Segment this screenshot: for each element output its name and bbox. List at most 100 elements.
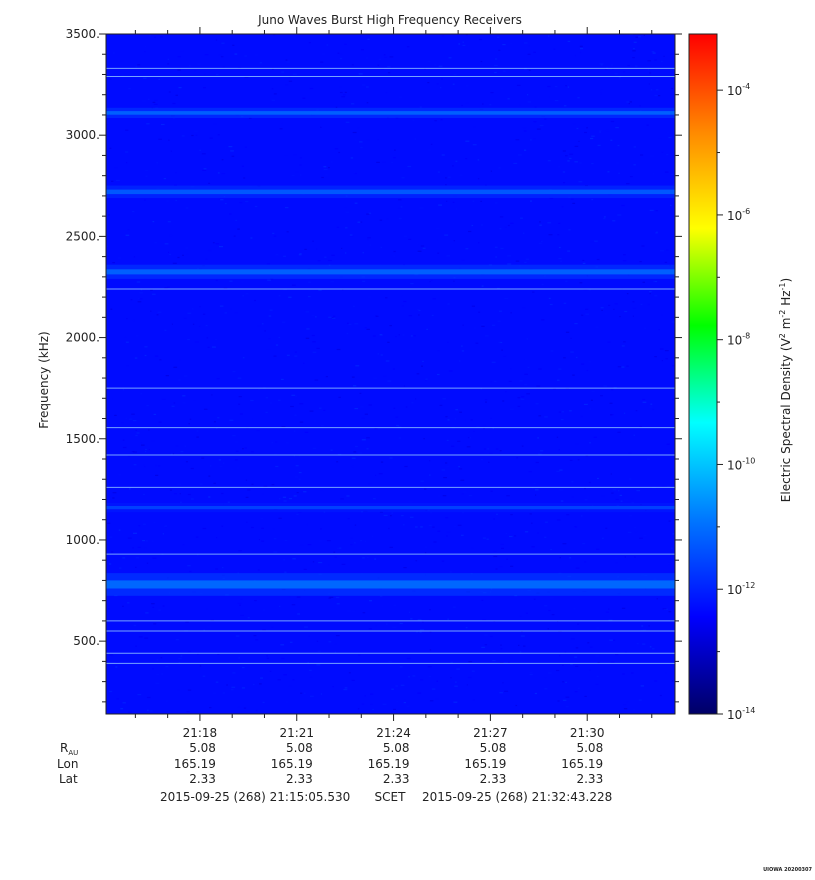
- noise-speck: [145, 448, 147, 451]
- noise-speck: [626, 101, 630, 103]
- noise-speck: [559, 469, 563, 471]
- noise-speck: [286, 61, 290, 63]
- noise-speck: [163, 178, 167, 180]
- noise-speck: [441, 469, 446, 471]
- noise-speck: [151, 603, 155, 605]
- noise-speck: [603, 218, 606, 220]
- noise-speck: [261, 527, 264, 529]
- noise-speck: [391, 512, 393, 514]
- noise-speck: [435, 698, 439, 700]
- noise-speck: [173, 117, 175, 120]
- noise-speck: [406, 657, 411, 660]
- noise-speck: [106, 123, 108, 125]
- noise-speck: [355, 365, 360, 367]
- noise-speck: [415, 526, 418, 528]
- noise-speck: [571, 481, 574, 483]
- noise-speck: [154, 242, 157, 244]
- noise-speck: [122, 702, 126, 704]
- noise-speck: [232, 672, 236, 674]
- noise-speck: [308, 635, 310, 637]
- noise-speck: [614, 73, 618, 75]
- noise-speck: [479, 38, 483, 41]
- noise-speck: [140, 393, 143, 395]
- noise-speck: [164, 243, 169, 245]
- ephemeris-values: 5.08165.192.335.08165.192.335.08165.192.…: [174, 741, 603, 786]
- time-range-end: 2015-09-25 (268) 21:32:43.228: [422, 790, 612, 804]
- noise-speck: [401, 515, 404, 517]
- noise-speck: [308, 42, 311, 44]
- noise-speck: [533, 482, 536, 485]
- noise-speck: [406, 46, 410, 48]
- noise-speck: [653, 280, 658, 283]
- noise-speck: [554, 100, 559, 102]
- noise-speck: [153, 623, 157, 625]
- noise-speck: [412, 335, 416, 337]
- noise-speck: [158, 421, 162, 423]
- noise-speck: [596, 258, 600, 261]
- noise-speck: [422, 247, 426, 249]
- noise-speck: [572, 123, 576, 125]
- noise-speck: [647, 303, 650, 306]
- noise-speck: [529, 673, 533, 676]
- noise-speck: [291, 174, 295, 177]
- noise-speck: [576, 127, 579, 130]
- noise-speck: [291, 394, 296, 396]
- noise-speck: [133, 624, 137, 627]
- noise-speck: [308, 281, 311, 283]
- noise-speck: [154, 36, 156, 38]
- noise-speck: [607, 341, 611, 343]
- ephemeris-row-labels: RAU Lon Lat: [57, 741, 78, 786]
- noise-speck: [308, 296, 311, 298]
- noise-speck: [153, 522, 156, 524]
- noise-speck: [381, 605, 384, 607]
- noise-speck: [242, 357, 245, 359]
- noise-speck: [189, 418, 192, 420]
- noise-speck: [591, 391, 595, 393]
- noise-speck: [523, 645, 526, 647]
- noise-speck: [182, 395, 186, 397]
- noise-speck: [567, 40, 571, 42]
- noise-speck: [354, 542, 356, 544]
- x-tick-label: 21:24: [376, 726, 411, 740]
- noise-speck: [338, 396, 341, 398]
- noise-speck: [224, 312, 228, 314]
- noise-speck: [169, 253, 171, 256]
- noise-speck: [152, 221, 155, 223]
- noise-speck: [377, 353, 379, 355]
- noise-speck: [507, 255, 512, 257]
- noise-speck: [160, 657, 163, 659]
- noise-speck: [235, 219, 237, 221]
- noise-speck: [644, 327, 647, 329]
- noise-speck: [437, 350, 440, 352]
- noise-speck: [666, 443, 670, 445]
- noise-speck: [566, 514, 570, 516]
- noise-speck: [571, 496, 574, 498]
- noise-speck: [133, 532, 137, 534]
- noise-speck: [569, 557, 572, 559]
- noise-speck: [227, 501, 230, 503]
- noise-speck: [605, 129, 610, 132]
- noise-speck: [393, 157, 396, 159]
- noise-speck: [289, 641, 293, 643]
- noise-speck: [408, 676, 410, 678]
- noise-speck: [135, 557, 139, 559]
- noise-speck: [447, 419, 450, 421]
- noise-speck: [609, 639, 613, 641]
- noise-speck: [558, 258, 562, 260]
- noise-speck: [393, 708, 396, 710]
- noise-speck: [446, 439, 449, 441]
- noise-speck: [337, 547, 340, 549]
- noise-speck: [611, 389, 614, 391]
- noise-speck: [375, 315, 379, 317]
- noise-speck: [441, 154, 445, 156]
- noise-speck: [500, 247, 504, 249]
- noise-speck: [520, 217, 523, 219]
- noise-speck: [562, 171, 566, 173]
- noise-speck: [611, 64, 613, 66]
- noise-speck: [106, 532, 108, 534]
- noise-speck: [544, 521, 548, 523]
- noise-speck: [569, 410, 572, 412]
- noise-speck: [645, 651, 647, 653]
- noise-speck: [453, 240, 455, 242]
- noise-speck: [670, 204, 672, 206]
